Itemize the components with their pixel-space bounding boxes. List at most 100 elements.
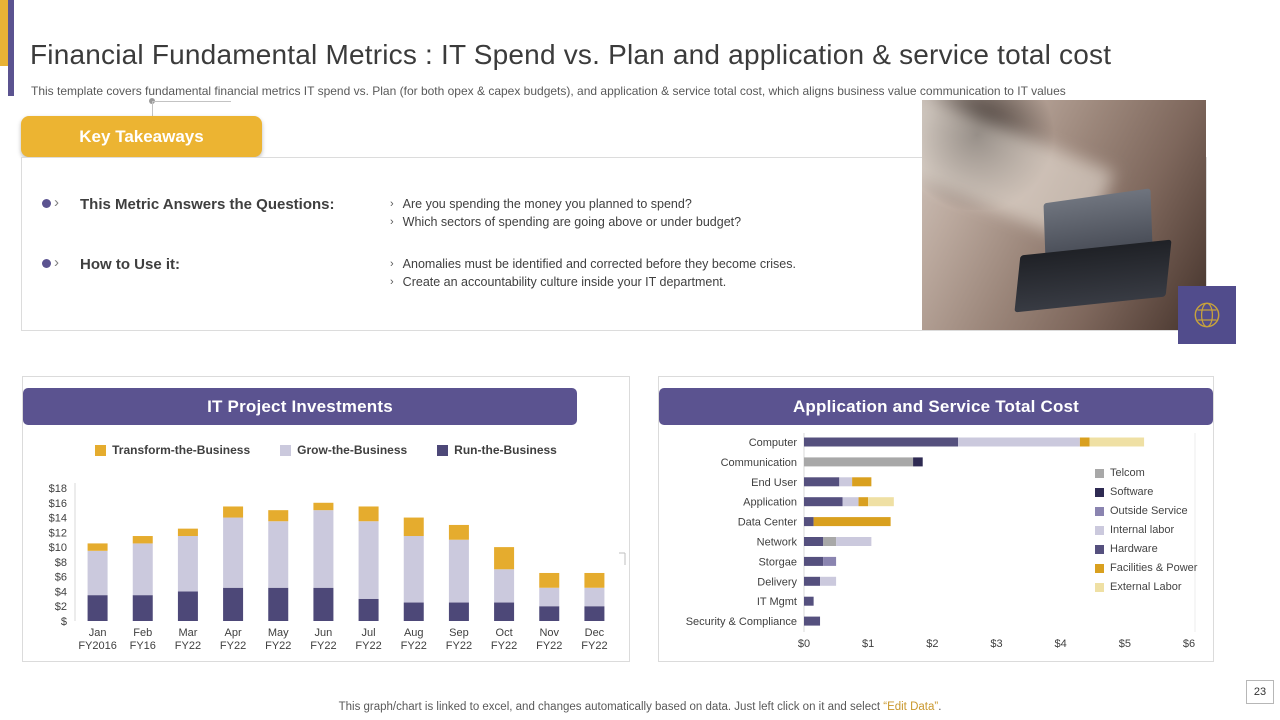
svg-text:FY22: FY22 <box>220 640 246 652</box>
legend-label: Transform-the-Business <box>112 443 251 457</box>
legend-label: Internal labor <box>1110 524 1175 536</box>
legend-label: Outside Service <box>1110 505 1188 517</box>
legend-swatch <box>1095 525 1104 535</box>
legend-swatch <box>1095 487 1104 497</box>
purple-dot-icon <box>42 198 51 208</box>
chevron-right-icon: › <box>390 258 394 270</box>
page-subtitle: This template covers fundamental financi… <box>31 84 1066 98</box>
takeaway-point-text: Are you spending the money you planned t… <box>402 197 692 211</box>
legend-swatch <box>1095 582 1104 592</box>
takeaway-point: › Which sectors of spending are going ab… <box>390 214 741 230</box>
legend-item-run-the-business: Run-the-Business <box>437 443 557 457</box>
svg-text:$2: $2 <box>55 601 67 613</box>
svg-text:FY22: FY22 <box>401 640 427 652</box>
legend-label: Facilities & Power <box>1110 562 1198 574</box>
legend-item-external-labor: External Labor <box>1095 581 1197 593</box>
chart-panel-it-project-investments: IT Project Investments Transform-the-Bus… <box>22 376 630 662</box>
svg-text:FY22: FY22 <box>446 640 472 652</box>
footer-edit-data-label: “Edit Data” <box>883 701 939 713</box>
legend-item-outside-service: Outside Service <box>1095 505 1197 517</box>
accent-stripe-purple <box>8 0 14 96</box>
takeaway-point: › Anomalies must be identified and corre… <box>390 256 796 272</box>
photo-people-working-laptop <box>922 100 1206 330</box>
svg-text:FY22: FY22 <box>175 640 201 652</box>
chart-title-bar: Application and Service Total Cost <box>659 388 1213 425</box>
chevron-right-icon: › <box>390 216 394 228</box>
bullet-marker-icon: › <box>42 194 80 211</box>
legend-swatch <box>1095 563 1104 573</box>
page-title: Financial Fundamental Metrics : IT Spend… <box>30 38 1112 70</box>
legend-item-transform-the-business: Transform-the-Business <box>95 443 250 457</box>
svg-text:IT Mgmt: IT Mgmt <box>757 596 797 608</box>
footer-note-suffix: . <box>938 701 942 713</box>
footer-note: This graph/chart is linked to excel, and… <box>0 701 1280 713</box>
svg-text:FY22: FY22 <box>355 640 381 652</box>
svg-text:Dec: Dec <box>585 627 605 639</box>
svg-text:Oct: Oct <box>496 627 513 639</box>
svg-text:End User: End User <box>751 477 797 489</box>
svg-text:$18: $18 <box>49 483 67 495</box>
svg-text:FY22: FY22 <box>536 640 562 652</box>
svg-text:FY16: FY16 <box>130 640 156 652</box>
photo-laptop-base-shape <box>1014 239 1172 313</box>
legend-item-hardware: Hardware <box>1095 543 1197 555</box>
svg-text:$16: $16 <box>49 498 67 510</box>
chevron-right-icon: › <box>54 194 59 211</box>
svg-text:Application: Application <box>743 497 797 509</box>
svg-text:$2: $2 <box>926 638 938 650</box>
takeaway-point-text: Create an accountability culture inside … <box>402 275 727 289</box>
legend-swatch <box>95 444 107 456</box>
legend-label: External Labor <box>1110 581 1182 593</box>
takeaway-point: › Are you spending the money you planned… <box>390 196 741 212</box>
svg-text:Storgae: Storgae <box>758 556 797 568</box>
svg-text:$14: $14 <box>49 513 67 525</box>
bullet-marker-icon: › <box>42 255 80 270</box>
takeaway-points: › Are you spending the money you planned… <box>390 196 741 230</box>
svg-text:$6: $6 <box>1183 638 1195 650</box>
legend-item-facilities-power: Facilities & Power <box>1095 562 1197 574</box>
legend-swatch <box>1095 506 1104 516</box>
legend-label: Telcom <box>1110 467 1145 479</box>
svg-text:Mar: Mar <box>178 627 197 639</box>
svg-text:$5: $5 <box>1119 638 1131 650</box>
legend-item-telcom: Telcom <box>1095 467 1197 479</box>
takeaway-point-text: Which sectors of spending are going abov… <box>402 215 742 229</box>
svg-text:FY22: FY22 <box>310 640 336 652</box>
svg-text:$4: $4 <box>55 586 67 598</box>
svg-text:$4: $4 <box>1055 638 1067 650</box>
application-service-total-cost-chart[interactable]: $0 $1 $2 $3 $4 $5 $6 Computer Communication End U… <box>659 431 1213 653</box>
svg-text:FY22: FY22 <box>581 640 607 652</box>
takeaway-point: › Create an accountability culture insid… <box>390 274 796 290</box>
purple-dot-icon <box>42 258 51 268</box>
legend-label: Run-the-Business <box>454 443 557 457</box>
takeaway-points: › Anomalies must be identified and corre… <box>390 256 796 290</box>
legend-label: Software <box>1110 486 1154 498</box>
svg-text:Data Center: Data Center <box>738 517 798 529</box>
takeaway-row-how-to-use: › How to Use it: › Anomalies must be ide… <box>22 255 1206 290</box>
svg-text:$12: $12 <box>49 527 67 539</box>
chart-panel-application-service-cost: Application and Service Total Cost $0 $1 $… <box>658 376 1214 662</box>
legend-item-grow-the-business: Grow-the-Business <box>280 443 407 457</box>
globe-icon <box>1194 302 1220 328</box>
svg-text:$8: $8 <box>55 557 67 569</box>
page-number: 23 <box>1246 680 1274 704</box>
svg-text:FY22: FY22 <box>491 640 517 652</box>
svg-text:Communication: Communication <box>721 457 797 469</box>
svg-text:Apr: Apr <box>225 627 242 639</box>
svg-text:Aug: Aug <box>404 627 424 639</box>
footer-note-text: This graph/chart is linked to excel, and… <box>338 701 884 713</box>
svg-text:Feb: Feb <box>133 627 152 639</box>
key-takeaways-button[interactable]: Key Takeaways <box>21 116 262 157</box>
svg-text:Sep: Sep <box>449 627 469 639</box>
globe-badge <box>1178 286 1236 344</box>
takeaway-label: How to Use it: <box>80 256 180 273</box>
connector-line <box>152 101 231 117</box>
takeaway-row-questions: › This Metric Answers the Questions: › A… <box>22 194 1206 230</box>
svg-text:Network: Network <box>757 537 798 549</box>
svg-text:Jul: Jul <box>362 627 376 639</box>
chart-legend: Transform-the-Business Grow-the-Business R… <box>23 443 629 457</box>
legend-swatch <box>1095 468 1104 478</box>
svg-text:FY2016: FY2016 <box>78 640 117 652</box>
